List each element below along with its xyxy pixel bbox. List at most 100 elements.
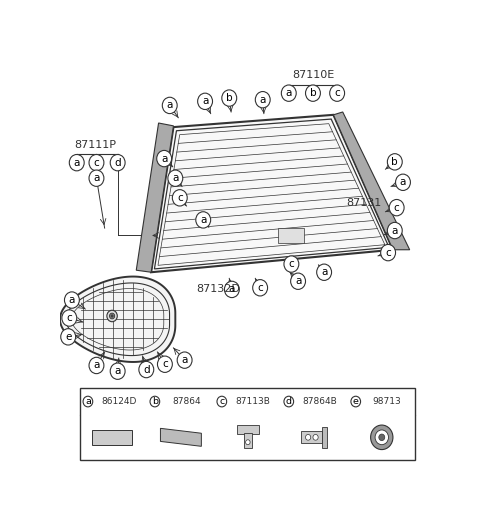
Text: a: a [93, 173, 100, 183]
Text: d: d [143, 365, 150, 374]
Circle shape [111, 315, 113, 317]
Text: b: b [392, 157, 398, 167]
Text: 87113B: 87113B [236, 397, 271, 406]
Text: a: a [181, 355, 188, 365]
Text: a: a [200, 215, 206, 225]
Text: e: e [353, 397, 359, 406]
Bar [277, 228, 304, 243]
Circle shape [246, 440, 250, 444]
Text: a: a [114, 366, 121, 376]
Text: 87132D: 87132D [196, 285, 240, 294]
Circle shape [157, 150, 172, 167]
Text: a: a [286, 88, 292, 98]
Circle shape [196, 212, 211, 228]
Text: 87864: 87864 [172, 397, 201, 406]
Text: 86124D: 86124D [102, 397, 137, 406]
Circle shape [252, 280, 267, 296]
Circle shape [330, 85, 345, 101]
Text: a: a [392, 226, 398, 236]
Circle shape [139, 362, 154, 378]
Text: c: c [257, 283, 263, 293]
Circle shape [107, 310, 117, 322]
Circle shape [217, 396, 227, 407]
Text: c: c [385, 247, 391, 258]
Polygon shape [160, 429, 202, 447]
Bar [244, 433, 252, 448]
Text: d: d [286, 397, 292, 406]
Text: 87111P: 87111P [74, 140, 116, 150]
Circle shape [150, 396, 160, 407]
Text: b: b [226, 93, 233, 103]
Circle shape [162, 97, 177, 114]
Text: b: b [310, 88, 316, 98]
Text: a: a [69, 295, 75, 305]
Circle shape [89, 357, 104, 374]
Circle shape [379, 434, 385, 441]
Circle shape [69, 155, 84, 171]
Circle shape [222, 90, 237, 106]
Circle shape [396, 174, 410, 191]
Text: c: c [177, 193, 183, 203]
Circle shape [168, 170, 183, 186]
Circle shape [317, 264, 332, 280]
Circle shape [225, 281, 240, 297]
Text: b: b [152, 397, 158, 406]
Circle shape [83, 396, 93, 407]
Text: c: c [394, 203, 399, 212]
Text: a: a [85, 397, 91, 406]
Text: a: a [172, 173, 179, 183]
Text: e: e [65, 332, 72, 342]
Text: c: c [94, 158, 99, 168]
Circle shape [313, 434, 318, 440]
Text: a: a [321, 267, 327, 277]
Circle shape [381, 244, 396, 261]
Circle shape [110, 363, 125, 379]
Text: c: c [334, 88, 340, 98]
Text: c: c [66, 313, 72, 323]
Circle shape [284, 256, 299, 272]
Text: a: a [400, 177, 406, 187]
Circle shape [177, 352, 192, 369]
Circle shape [375, 430, 388, 444]
Circle shape [389, 200, 404, 216]
Text: c: c [162, 359, 168, 369]
Bar [322, 427, 327, 448]
Circle shape [110, 155, 125, 171]
Text: c: c [219, 397, 225, 406]
Text: a: a [260, 95, 266, 105]
Text: a: a [167, 100, 173, 110]
Text: 87110E: 87110E [292, 70, 334, 80]
Polygon shape [151, 115, 393, 272]
Text: c: c [288, 259, 294, 269]
Polygon shape [334, 112, 410, 250]
Text: d: d [114, 158, 121, 168]
Circle shape [198, 93, 213, 109]
Circle shape [61, 329, 76, 345]
Polygon shape [60, 277, 175, 362]
Bar [237, 425, 259, 434]
Bar [300, 431, 322, 443]
Text: a: a [73, 158, 80, 168]
Text: a: a [161, 153, 168, 164]
Circle shape [89, 170, 104, 186]
Polygon shape [136, 123, 173, 272]
Circle shape [109, 313, 115, 319]
Text: a: a [93, 361, 100, 371]
Circle shape [281, 85, 296, 101]
Circle shape [306, 434, 311, 440]
Text: 87864B: 87864B [303, 397, 337, 406]
Text: a: a [228, 285, 235, 294]
Circle shape [351, 396, 360, 407]
Circle shape [387, 222, 402, 239]
Circle shape [172, 190, 187, 206]
Circle shape [387, 153, 402, 170]
Text: 87131: 87131 [347, 198, 382, 208]
Circle shape [157, 356, 172, 372]
Circle shape [371, 425, 393, 450]
Circle shape [306, 85, 321, 101]
Text: 98713: 98713 [373, 397, 401, 406]
Text: a: a [202, 96, 208, 106]
Circle shape [62, 310, 77, 326]
Polygon shape [92, 430, 132, 444]
Circle shape [89, 155, 104, 171]
